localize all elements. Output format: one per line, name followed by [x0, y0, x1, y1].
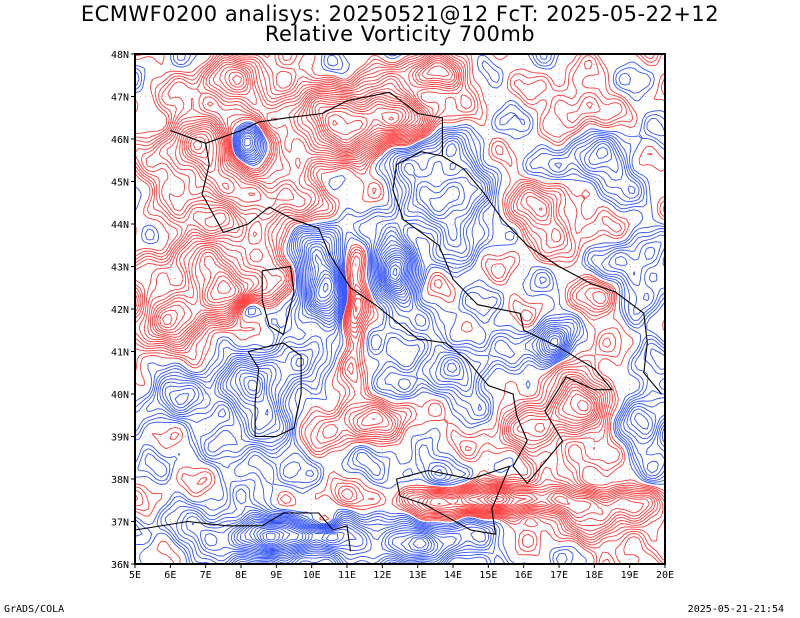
lat-label: 42N [111, 305, 129, 316]
positive-vorticity-contour [135, 54, 665, 564]
lon-label: 6E [164, 570, 176, 581]
coastline [135, 520, 263, 531]
lat-label: 36N [111, 560, 129, 571]
positive-vorticity-contour [153, 65, 604, 518]
map-subtitle: Relative Vorticity 700mb [264, 22, 536, 46]
coastline [205, 91, 443, 156]
lat-label: 40N [111, 390, 129, 401]
lon-label: 10E [303, 570, 321, 581]
positive-vorticity-contour [324, 110, 500, 500]
lat-label: 45N [111, 178, 129, 189]
coastlines-borders [135, 91, 662, 552]
lon-label: 15E [479, 570, 497, 581]
negative-vorticity-contour [169, 133, 650, 558]
negative-vorticity-contour [135, 54, 665, 564]
timestamp: 2025-05-21-21:54 [687, 604, 784, 615]
lat-label: 44N [111, 220, 129, 231]
lon-label: 12E [373, 570, 391, 581]
positive-vorticity-contour [327, 114, 395, 136]
coastline [395, 465, 511, 535]
positive-vorticity-contour [143, 56, 656, 536]
negative-vorticity-contour [247, 254, 407, 548]
lat-label: 48N [111, 50, 129, 61]
negative-vorticity-contour [135, 54, 665, 564]
lat-label: 37N [111, 518, 129, 529]
lat-lon-grid [135, 54, 665, 564]
negative-vorticity-contour [266, 267, 398, 541]
negative-vorticity-contour [135, 54, 665, 564]
negative-vorticity-contour [243, 252, 427, 549]
coastline [261, 265, 295, 336]
positive-vorticity-contour [138, 54, 659, 539]
lon-label: 18E [585, 570, 603, 581]
positive-vorticity-contour [147, 58, 654, 532]
software-credit: GrADS/COLA [4, 604, 65, 615]
positive-vorticity-contour [332, 119, 338, 126]
lon-label: 19E [621, 570, 639, 581]
positive-vorticity-contour [135, 54, 665, 564]
lat-label: 47N [111, 93, 129, 104]
lon-label: 7E [200, 570, 212, 581]
negative-vorticity-contour [259, 261, 403, 545]
coastline [223, 151, 614, 485]
lon-label: 11E [338, 570, 356, 581]
lon-label: 13E [409, 570, 427, 581]
longitude-axis: 5E 6E 7E 8E 9E 10E 11E 12E 13E 14E 15E 16E 17E 18E 19E… [129, 564, 674, 581]
lat-label: 39N [111, 433, 129, 444]
lat-label: 43N [111, 263, 129, 274]
latitude-axis: 48N 47N 46N 45N 44N 43N 42N 41N 40N 39N 38N 37N 36N [111, 50, 135, 571]
lat-label: 38N [111, 475, 129, 486]
lon-label: 5E [129, 570, 141, 581]
coastline [261, 512, 352, 552]
coastline [247, 342, 302, 438]
negative-vorticity-contour [256, 259, 404, 546]
positive-vorticity-contour [217, 107, 505, 503]
negative-vorticity-contour [159, 128, 665, 564]
positive-vorticity-contour [151, 62, 645, 522]
map-title: ECMWF0200 analisys: 20250521@12 FcT: 202… [80, 2, 720, 26]
positive-vorticity-contour [149, 60, 650, 527]
positive-vorticity-contour [135, 54, 665, 564]
lon-label: 8E [235, 570, 247, 581]
lat-label: 41N [111, 348, 129, 359]
positive-vorticity-contour [159, 98, 589, 507]
negative-vorticity-contour [253, 256, 406, 547]
negative-vorticity-contour [262, 264, 401, 543]
lon-label: 17E [550, 570, 568, 581]
lon-label: 14E [444, 570, 462, 581]
negative-vorticity-contour [164, 131, 653, 560]
lon-label: 16E [515, 570, 533, 581]
positive-vorticity-contour [192, 103, 508, 505]
coastline [170, 129, 224, 233]
positive-vorticity-contour [135, 54, 664, 543]
positive-vorticity-contour [162, 101, 511, 506]
lon-label: 20E [656, 570, 674, 581]
positive-vorticity-contour [157, 96, 592, 508]
lon-label: 9E [270, 570, 282, 581]
lat-label: 46N [111, 135, 129, 146]
coastline [442, 155, 662, 395]
